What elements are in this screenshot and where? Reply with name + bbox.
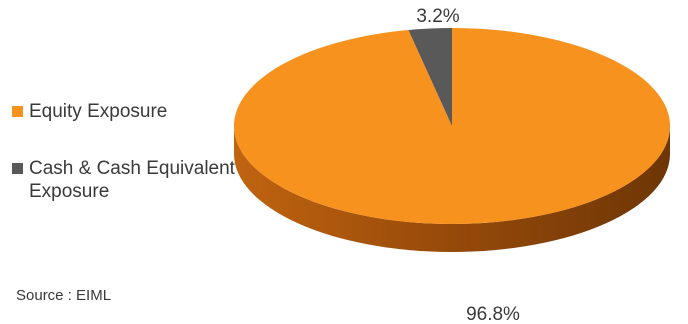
legend-label-equity: Equity Exposure (29, 101, 168, 122)
legend-swatch-cash (12, 163, 23, 174)
legend-item-equity: Equity Exposure (12, 100, 242, 123)
legend-label-cash: Cash & Cash Equivalent Exposure (29, 158, 235, 202)
legend: Equity Exposure Cash & Cash Equivalent E… (12, 100, 242, 237)
pie-side-wall (234, 126, 670, 252)
data-label-cash: 3.2% (416, 6, 459, 27)
legend-swatch-equity (12, 106, 23, 117)
data-label-equity: 96.8% (466, 304, 520, 324)
legend-item-cash: Cash & Cash Equivalent Exposure (12, 157, 242, 203)
pie-slice-cash (408, 28, 452, 126)
source-note: Source : EIML (16, 287, 112, 304)
